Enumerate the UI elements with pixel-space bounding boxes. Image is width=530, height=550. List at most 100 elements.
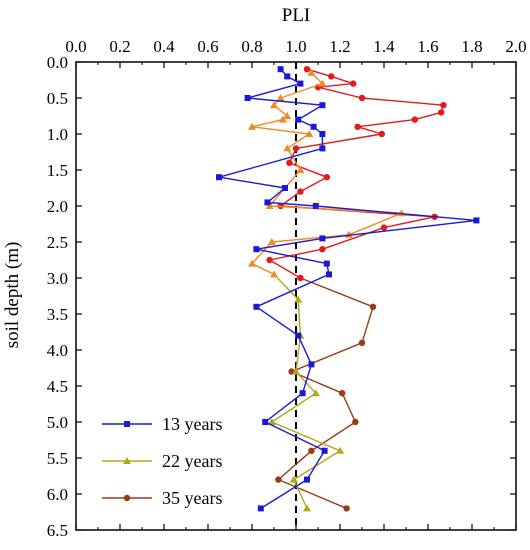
series-segment <box>311 421 356 452</box>
x-tick-label: 0.8 <box>241 37 262 56</box>
series-segment <box>280 82 323 99</box>
x-tick-label: 1.2 <box>329 37 350 56</box>
series-segment <box>306 450 326 480</box>
series-segment <box>218 147 323 178</box>
data-point <box>297 274 304 282</box>
series-segment <box>269 259 301 279</box>
series-segment <box>297 335 313 365</box>
y-tick-label: 3.0 <box>47 269 68 288</box>
series-segment <box>273 273 299 301</box>
y-tick-label: 0.0 <box>47 53 68 72</box>
series-segment <box>264 421 325 452</box>
x-tick-label: 1.8 <box>461 37 482 56</box>
y-tick-label: 1.5 <box>47 161 68 180</box>
data-point <box>323 260 330 267</box>
series-segment <box>277 450 312 481</box>
y-tick-label: 1.0 <box>47 125 68 144</box>
series-segment <box>286 133 310 149</box>
y-tick-label: 3.5 <box>47 305 68 324</box>
y-axis-ticks: 0.0 0.5 1.0 1.5 2.0 2.5 3.0 3.5 4.0 4.5 5.0 5.5 6.0 6… <box>47 53 516 540</box>
data-point <box>253 303 260 310</box>
legend: 13 years 22 years 35 years <box>102 414 222 508</box>
data-point <box>264 199 271 206</box>
series-segment <box>361 306 374 344</box>
series-segment <box>383 216 435 229</box>
data-point <box>339 390 346 397</box>
data-point <box>319 145 326 152</box>
data-point <box>297 80 304 87</box>
y-tick-label: 6.0 <box>47 485 68 504</box>
data-point <box>336 446 344 454</box>
data-point <box>358 94 366 102</box>
data-point <box>319 102 326 109</box>
data-point <box>283 112 292 119</box>
plot-frame <box>75 61 517 531</box>
data-point <box>438 109 445 116</box>
series-segment <box>315 205 477 222</box>
series-segment <box>301 364 313 394</box>
data-point <box>257 505 264 512</box>
series-segment <box>300 176 328 193</box>
series-segment <box>300 277 374 308</box>
series-segment <box>297 104 323 121</box>
series-segment <box>256 237 323 250</box>
x-tick-label: 0.2 <box>109 37 130 56</box>
data-point <box>380 224 388 231</box>
data-point <box>292 367 300 375</box>
data-point <box>310 123 317 130</box>
series-segment <box>251 241 273 265</box>
x-tick-label: 2.0 <box>505 37 526 56</box>
data-point <box>248 122 256 130</box>
data-point <box>276 94 285 101</box>
series-segment <box>357 126 382 135</box>
data-point <box>270 270 278 278</box>
data-point <box>312 203 319 209</box>
series-segment <box>289 162 328 178</box>
series-segment <box>291 342 363 373</box>
series-segment <box>260 479 308 509</box>
x-tick-label: 0.0 <box>65 37 86 56</box>
series-segment <box>267 201 316 207</box>
series-segment <box>251 118 283 128</box>
data-point <box>265 202 274 209</box>
data-point <box>319 235 326 242</box>
data-point <box>378 130 385 138</box>
series-segment <box>322 219 477 240</box>
y-tick-label: 2.5 <box>47 233 68 252</box>
y-tick-label: 2.0 <box>47 197 68 216</box>
legend-label: 35 years <box>162 488 222 508</box>
data-point <box>350 80 357 87</box>
series-22-years <box>248 68 406 512</box>
data-point <box>318 79 327 87</box>
data-point <box>248 259 256 267</box>
data-point <box>303 504 311 512</box>
data-point <box>311 389 320 397</box>
data-point <box>299 390 306 397</box>
x-axis-title: PLI <box>282 5 311 26</box>
series-segment <box>341 392 357 423</box>
series-segment <box>247 82 301 99</box>
x-tick-label: 1.4 <box>373 37 395 56</box>
series-segment <box>297 299 302 336</box>
data-point <box>352 418 359 426</box>
series-layer <box>216 66 480 512</box>
data-point <box>440 102 447 109</box>
legend-label: 13 years <box>162 414 222 434</box>
data-point <box>275 476 282 483</box>
data-point <box>278 115 287 123</box>
y-tick-label: 6.5 <box>47 521 68 540</box>
series-segment <box>348 212 402 236</box>
series-segment <box>322 226 385 250</box>
x-axis-ticks: 0.0 0.2 0.4 0.6 0.8 1.0 1.2 1.4 1.6 1.8 2.0 <box>65 37 527 530</box>
data-point <box>283 144 292 152</box>
x-tick-label: 0.6 <box>197 37 218 56</box>
data-point <box>319 131 326 137</box>
legend-item-35-years: 35 years <box>102 488 222 508</box>
legend-marker <box>123 494 131 502</box>
data-point <box>411 116 418 123</box>
series-segment <box>293 450 341 481</box>
series-segment <box>256 273 330 308</box>
series-segment <box>271 234 349 243</box>
data-point <box>369 303 377 310</box>
data-point <box>308 361 315 368</box>
